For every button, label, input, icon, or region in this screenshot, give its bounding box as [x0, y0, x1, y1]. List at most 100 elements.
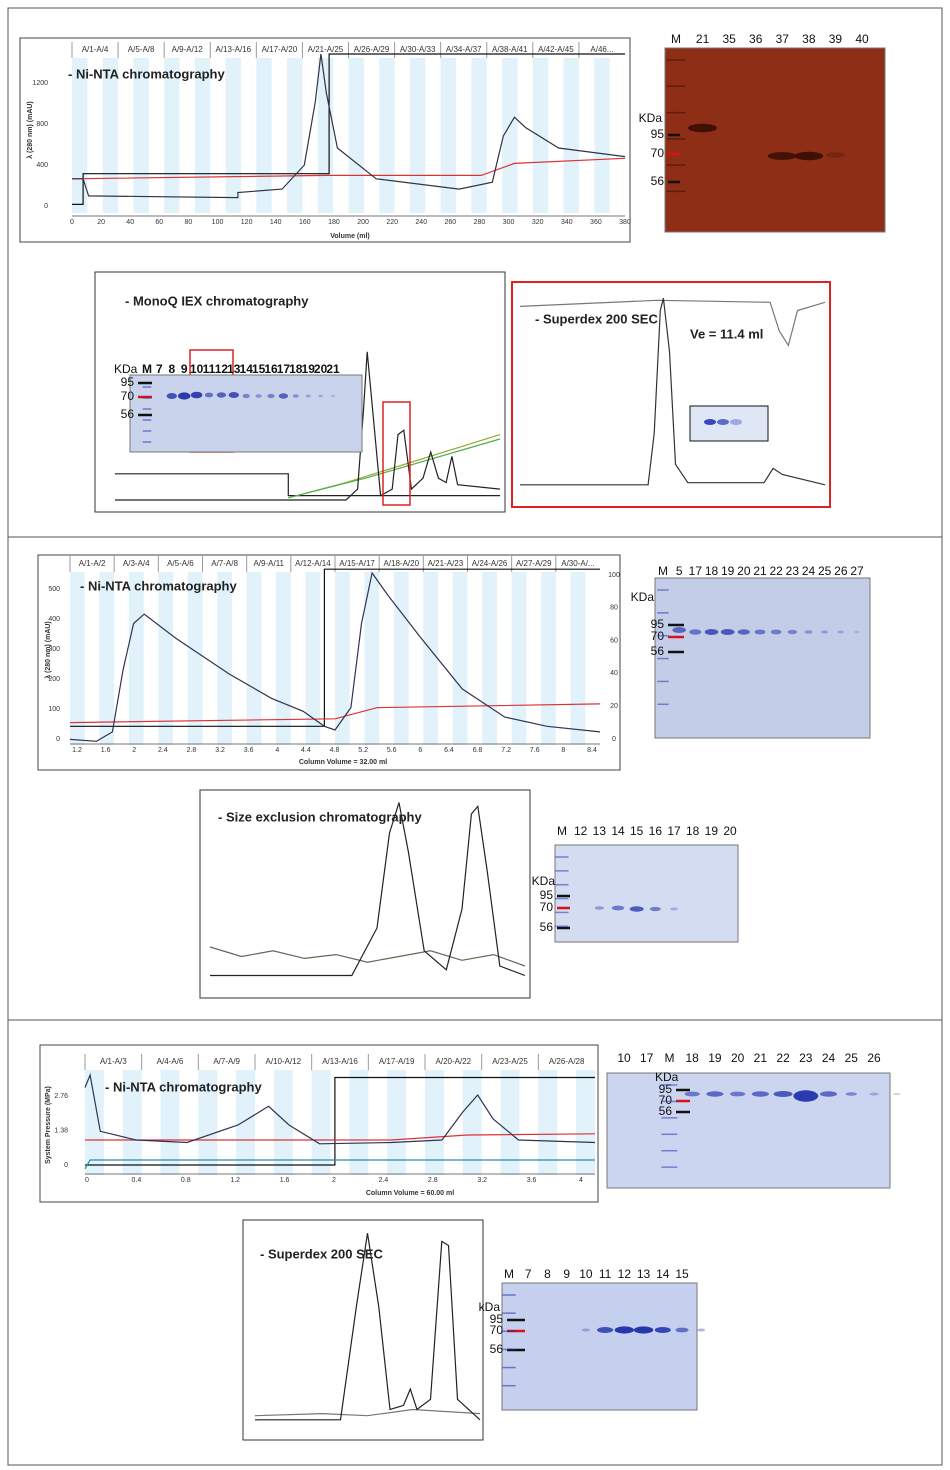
lane-label: 9 [181, 362, 188, 376]
lane-label: 19 [705, 824, 719, 838]
fraction-label: A/30-A/33 [400, 45, 436, 54]
gel [606, 1072, 891, 1189]
gel [501, 1282, 698, 1411]
trace [84, 1072, 596, 1145]
y2-tick-label: 40 [610, 670, 618, 677]
band [672, 627, 686, 633]
lane-label: M [658, 564, 668, 578]
trace [210, 802, 526, 977]
band [166, 393, 178, 399]
trace [71, 157, 626, 180]
lane-label: 19 [302, 362, 316, 376]
lane-label: 18 [686, 1051, 700, 1065]
lane-label: 7 [525, 1267, 532, 1281]
fraction-stripe [423, 572, 439, 745]
trace [209, 946, 526, 967]
lane-label: M [504, 1267, 514, 1281]
trace [519, 299, 826, 347]
x-tick-label: 4 [275, 747, 279, 754]
marker-label: 56 [490, 1342, 504, 1356]
lane-label: 15 [675, 1267, 689, 1281]
lane-label: M [142, 362, 152, 376]
fraction-stripe [335, 572, 350, 745]
panel-title: - Ni-NTA chromatography [68, 66, 225, 81]
kda-label: KDa [639, 111, 663, 125]
x-tick-label: 2 [332, 1177, 336, 1184]
lane-label: 13 [637, 1267, 651, 1281]
lane-label: 10 [190, 362, 204, 376]
y-tick-label: 1.38 [54, 1127, 68, 1134]
kda-label: KDa [114, 362, 138, 376]
lane-label: 10 [579, 1267, 593, 1281]
fraction-label: A/17-A/20 [262, 45, 298, 54]
x-tick-label: 0 [85, 1177, 89, 1184]
band [704, 629, 719, 635]
band [581, 1328, 590, 1332]
band [704, 419, 716, 425]
x-tick-label: 2.8 [428, 1177, 438, 1184]
fraction-label: A/4-A/6 [157, 1057, 184, 1066]
fraction-stripe [273, 1070, 293, 1175]
gel [654, 577, 871, 739]
lane-label: 7 [156, 362, 163, 376]
y2-tick-label: 0 [612, 736, 616, 743]
y-tick-label: 0 [64, 1162, 68, 1169]
fraction-label: A/26-A/29 [354, 45, 390, 54]
fraction-stripe [570, 572, 586, 745]
trace [69, 571, 601, 742]
trace [85, 1133, 596, 1141]
x-tick-label: 0.4 [132, 1177, 142, 1184]
lane-label: 13 [227, 362, 241, 376]
x-tick-label: 40 [126, 219, 134, 226]
fraction-stripe [500, 1070, 520, 1175]
fraction-stripe [305, 572, 321, 745]
kda-label: KDa [532, 874, 556, 888]
x-tick-label: 3.2 [215, 747, 225, 754]
band [793, 1090, 819, 1102]
lane-label: 26 [834, 564, 848, 578]
lane-label: 38 [802, 32, 816, 46]
fraction-stripe [158, 572, 174, 745]
fraction-label: A/15-A/17 [339, 559, 375, 568]
band [216, 392, 227, 398]
band [720, 629, 735, 635]
x-tick-label: 4 [579, 1177, 583, 1184]
kda-label: KDa [655, 1070, 679, 1084]
x-tick-label: 3.2 [477, 1177, 487, 1184]
fraction-stripe [160, 1070, 180, 1175]
x-axis-label: Column Volume = 60.00 ml [366, 1190, 454, 1197]
marker-label: 95 [540, 888, 554, 902]
lane-label: 25 [818, 564, 832, 578]
fraction-stripe [532, 58, 549, 213]
lane-label: 12 [215, 362, 229, 376]
fraction-stripe [471, 58, 487, 213]
lane-label: 20 [314, 362, 328, 376]
x-tick-label: 2.8 [187, 747, 197, 754]
lane-label: 18 [289, 362, 303, 376]
fraction-label: A/1-A/3 [100, 1057, 127, 1066]
lane-label: 19 [708, 1051, 722, 1065]
lane-label: 23 [799, 1051, 813, 1065]
x-tick-label: 200 [357, 219, 369, 226]
fraction-stripe [511, 572, 527, 745]
band [804, 630, 813, 634]
x-tick-label: 6.8 [473, 747, 483, 754]
x-tick-label: 3.6 [244, 747, 254, 754]
fraction-stripe [576, 1070, 595, 1175]
x-tick-label: 100 [212, 219, 224, 226]
band [697, 1328, 706, 1332]
fraction-stripe [541, 572, 556, 745]
fraction-stripe [246, 572, 262, 745]
x-tick-label: 20 [97, 219, 105, 226]
lane-label: 18 [686, 824, 700, 838]
gel [129, 374, 363, 453]
x-tick-label: 1.2 [72, 747, 82, 754]
x-tick-label: 7.2 [501, 747, 511, 754]
x-tick-label: 1.6 [280, 1177, 290, 1184]
y2-tick-label: 60 [610, 637, 618, 644]
band [278, 393, 289, 399]
y-tick-label: 500 [48, 586, 60, 593]
band [854, 630, 860, 634]
band [675, 1327, 689, 1333]
